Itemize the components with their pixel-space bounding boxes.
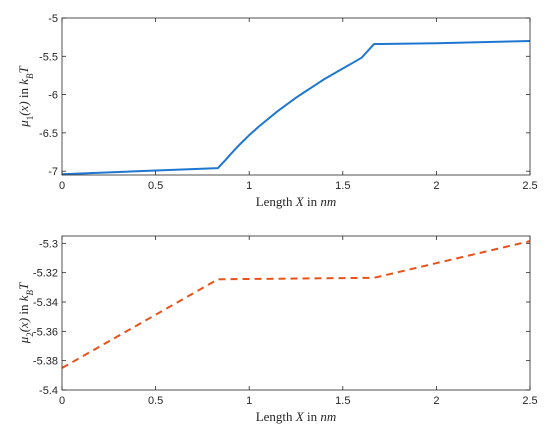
- y-tick-label: -5.4: [39, 385, 58, 397]
- plot-frame: [61, 17, 531, 176]
- series-line-0: [61, 240, 531, 369]
- x-tick-label: 0: [59, 395, 65, 407]
- x-tick-label: 2: [433, 395, 439, 407]
- x-tick-label: 2.5: [522, 395, 537, 407]
- x-axis-label: Length X in nm: [256, 194, 337, 209]
- tick-layer: 0 0.5 1 1.5 2 2.5 -5.4 -5.38 -5.36 -5.34 -5.32 -5.3: [33, 236, 538, 407]
- y-tick-label: -5.34: [33, 297, 58, 309]
- tick-layer: 0 0.5 1 1.5 2 2.5 -7 -6.5 -6 -5.5 -5: [39, 13, 538, 192]
- y-tick-label: -6.5: [39, 128, 58, 140]
- y-tick-label: -5.32: [33, 268, 58, 280]
- y-tick-label: -7: [48, 166, 58, 178]
- series-layer: [61, 39, 531, 176]
- x-tick-label: 1: [246, 395, 252, 407]
- x-tick-label: 1: [246, 180, 252, 192]
- y-axis-label: μ2(x) in kBT: [16, 282, 35, 344]
- chart-mu2: 0 0.5 1 1.5 2 2.5 -5.4 -5.38 -5.36 -5.34 -5.32 -5.3…: [16, 235, 538, 424]
- x-tick-label: 0.5: [148, 395, 163, 407]
- series-layer: [61, 240, 531, 369]
- x-tick-label: 2: [433, 180, 439, 192]
- x-tick-label: 1.5: [335, 395, 350, 407]
- series-line-0: [61, 39, 531, 176]
- y-axis-label: μ1(x) in kBT: [16, 65, 35, 127]
- x-tick-label: 0: [59, 180, 65, 192]
- y-tick-label: -6: [48, 90, 58, 102]
- y-tick-label: -5.36: [33, 326, 58, 338]
- x-tick-label: 2.5: [522, 180, 537, 192]
- y-tick-label: -5: [48, 13, 58, 25]
- y-tick-label: -5.3: [39, 238, 58, 250]
- y-tick-label: -5.38: [33, 356, 58, 368]
- x-tick-label: 1.5: [335, 180, 350, 192]
- x-tick-label: 0.5: [148, 180, 163, 192]
- y-tick-label: -5.5: [39, 51, 58, 63]
- plot-frame: [61, 235, 531, 391]
- chart-mu1: 0 0.5 1 1.5 2 2.5 -7 -6.5 -6 -5.5 -5 Length X in n…: [16, 13, 538, 209]
- x-axis-label: Length X in nm: [256, 409, 337, 424]
